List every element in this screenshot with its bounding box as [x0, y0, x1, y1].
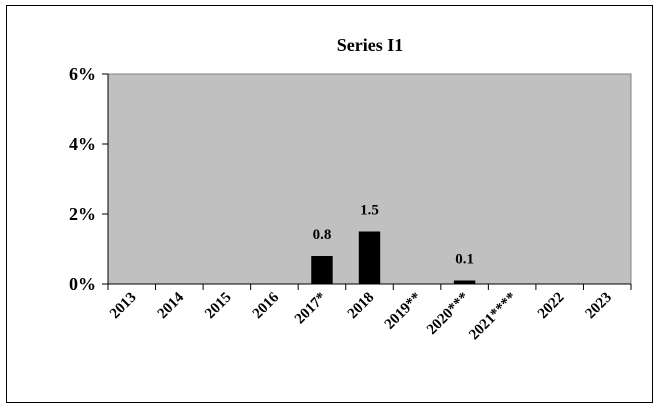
- x-tick-label: 2022: [535, 290, 568, 323]
- x-tick-label: 2018: [345, 290, 378, 323]
- y-tick-label: 2%: [69, 204, 96, 224]
- x-tick-label: 2021****: [466, 290, 520, 344]
- data-label: 0.1: [455, 252, 474, 268]
- y-tick-label: 6%: [69, 64, 96, 84]
- data-label: 0.8: [313, 227, 332, 243]
- chart-title: Series I1: [337, 35, 404, 55]
- x-tick-label: 2014: [155, 289, 188, 322]
- bar: [453, 280, 476, 284]
- data-label: 1.5: [360, 203, 379, 219]
- x-tick-label: 2023: [583, 290, 616, 323]
- bar: [311, 256, 333, 284]
- x-tick-label: 2015: [202, 290, 235, 323]
- x-tick-label: 2013: [107, 290, 140, 323]
- x-tick-label: 2019**: [382, 290, 425, 333]
- y-tick-label: 0%: [69, 274, 96, 294]
- x-tick-label: 2016: [250, 289, 283, 322]
- x-tick-label: 2017*: [292, 290, 330, 328]
- bar: [358, 231, 381, 284]
- y-tick-label: 4%: [69, 134, 96, 154]
- x-tick-label: 2020***: [424, 290, 472, 338]
